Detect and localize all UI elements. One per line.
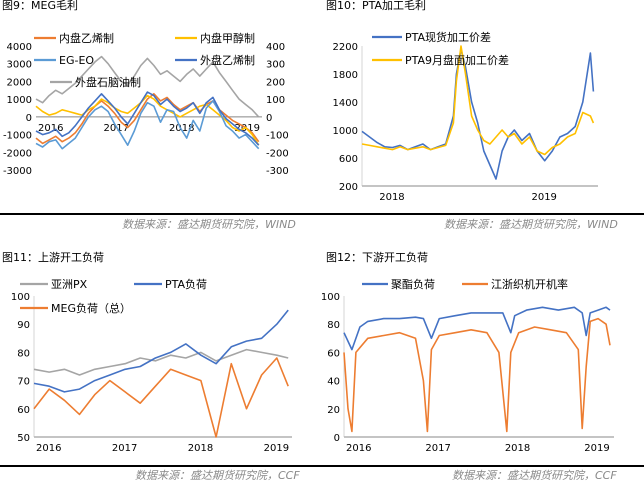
x-tick-label: 2017 — [112, 443, 137, 454]
y-tick-label: -1000 — [3, 131, 32, 142]
source-note: 数据来源：盛达期货研究院，CCF — [452, 469, 617, 482]
series-line — [361, 45, 595, 156]
x-tick-label: 2018 — [169, 123, 194, 134]
y-right-tick-label: 300 — [266, 60, 285, 71]
legend-label: EG-EO — [59, 54, 94, 67]
legend-label: 内盘甲醇制 — [200, 31, 255, 45]
x-tick-label: 2017 — [104, 123, 129, 134]
chart-title: 图9：MEG毛利 — [2, 0, 78, 12]
y-right-tick-label: 400 — [266, 42, 285, 53]
y-tick-label: 80 — [327, 320, 340, 331]
legend-label: 内盘乙烯制 — [59, 31, 114, 45]
y-tick-label: 60 — [327, 348, 340, 359]
series-line — [33, 348, 289, 376]
x-tick-label: 2016 — [36, 443, 61, 454]
legend-label: 外盘乙烯制 — [200, 53, 255, 67]
y-tick-label: 600 — [339, 154, 358, 165]
divider — [322, 465, 644, 467]
chart-panel-fig9: 图9：MEG毛利 4000 3000 2000 1000 0 -1000 -2000 -300… — [0, 0, 322, 232]
y-tick-label: 1400 — [333, 98, 358, 109]
y-right-tick-label: -100 — [266, 131, 289, 142]
y-tick-label: 1800 — [333, 70, 358, 81]
y-right-tick-label: 0 — [266, 113, 272, 124]
x-tick-label: 2018 — [188, 443, 213, 454]
y-tick-label: 0 — [26, 113, 32, 124]
y-tick-label: 0 — [334, 433, 340, 444]
chart-title: 图11：上游开工负荷 — [2, 251, 104, 264]
x-tick-label: 2016 — [38, 123, 63, 134]
y-tick-label: 1000 — [333, 126, 358, 137]
y-tick-label: 40 — [327, 377, 340, 388]
y-tick-label: 1000 — [7, 95, 32, 106]
y-tick-label: 90 — [17, 320, 30, 331]
y-tick-label: -2000 — [3, 148, 32, 159]
y-tick-label: 100 — [322, 292, 340, 303]
y-right-tick-label: -200 — [266, 148, 289, 159]
x-tick-label: 2018 — [505, 443, 530, 454]
x-tick-label: 2016 — [346, 443, 371, 454]
y-tick-label: 200 — [339, 182, 358, 193]
chart-title: 图12：下游开工负荷 — [326, 251, 428, 264]
x-tick-label: 2019 — [531, 192, 556, 203]
y-tick-label: 2200 — [333, 42, 358, 53]
legend-label: PTA现货加工价差 — [405, 30, 491, 44]
y-tick-label: 70 — [17, 377, 30, 388]
chart-title: 图10：PTA加工毛利 — [326, 0, 427, 12]
chart-plot-fig12: 100 80 60 40 20 0 2016 2017 2018 2019 聚酯负荷 江浙织机开机率 — [322, 277, 614, 454]
series-line — [35, 55, 260, 118]
legend-label: PTA9月盘面加工价差 — [405, 53, 509, 67]
y-tick-label: 4000 — [7, 42, 32, 53]
chart-panel-fig12: 图12：下游开工负荷 100 80 60 40 20 0 2016 2017 2018 2019 聚… — [322, 244, 644, 483]
series-line — [343, 306, 611, 351]
y-tick-label: 60 — [17, 405, 30, 416]
series-line — [361, 48, 595, 180]
divider — [0, 465, 322, 467]
series-line — [35, 91, 260, 146]
y-tick-label: 50 — [17, 433, 30, 444]
series-line — [33, 309, 289, 393]
x-tick-label: 2019 — [584, 443, 609, 454]
legend-label: PTA负荷 — [165, 277, 207, 291]
divider — [322, 213, 644, 215]
source-note: 数据来源：盛达期货研究院，WIND — [444, 218, 618, 231]
chart-plot-fig11: 100 90 80 70 60 50 2016 2017 2018 2019 亚洲PX PTA负荷 ME… — [11, 277, 292, 454]
chart-panel-fig10: 图10：PTA加工毛利 2200 1800 1400 1000 600 200 2018 20… — [322, 0, 644, 232]
y-right-tick-label: 100 — [266, 95, 285, 106]
x-tick-label: 2019 — [264, 443, 289, 454]
legend-label: 聚酯负荷 — [391, 277, 435, 291]
y-tick-label: 3000 — [7, 60, 32, 71]
series-line — [35, 100, 260, 150]
x-tick-label: 2017 — [425, 443, 450, 454]
y-right-tick-label: -300 — [266, 166, 289, 177]
y-tick-label: 80 — [17, 348, 30, 359]
source-note: 数据来源：盛达期货研究院，CCF — [135, 469, 300, 482]
divider — [0, 213, 322, 215]
y-tick-label: 2000 — [7, 77, 32, 88]
x-tick-label: 2018 — [379, 192, 404, 203]
legend-label: 亚洲PX — [51, 278, 88, 291]
legend-label: 外盘石脑油制 — [75, 75, 141, 89]
y-tick-label: 100 — [11, 292, 30, 303]
chart-plot-fig9: 40003000200010000-1000-2000-300040030020… — [3, 31, 289, 177]
legend-label: 江浙织机开机率 — [491, 277, 568, 291]
chart-panel-fig11: 图11：上游开工负荷 100 90 80 70 60 50 2016 2017 2018 2019… — [0, 244, 322, 483]
y-tick-label: 20 — [327, 405, 340, 416]
chart-plot-fig10: 2200 1800 1400 1000 600 200 2018 2019 PTA现货加工价差 P… — [333, 30, 598, 203]
series-line — [343, 317, 611, 433]
series-line — [33, 357, 289, 438]
y-tick-label: -3000 — [3, 166, 32, 177]
y-right-tick-label: 200 — [266, 77, 285, 88]
legend-label: MEG负荷（总） — [51, 301, 131, 315]
source-note: 数据来源：盛达期货研究院，WIND — [122, 218, 296, 231]
